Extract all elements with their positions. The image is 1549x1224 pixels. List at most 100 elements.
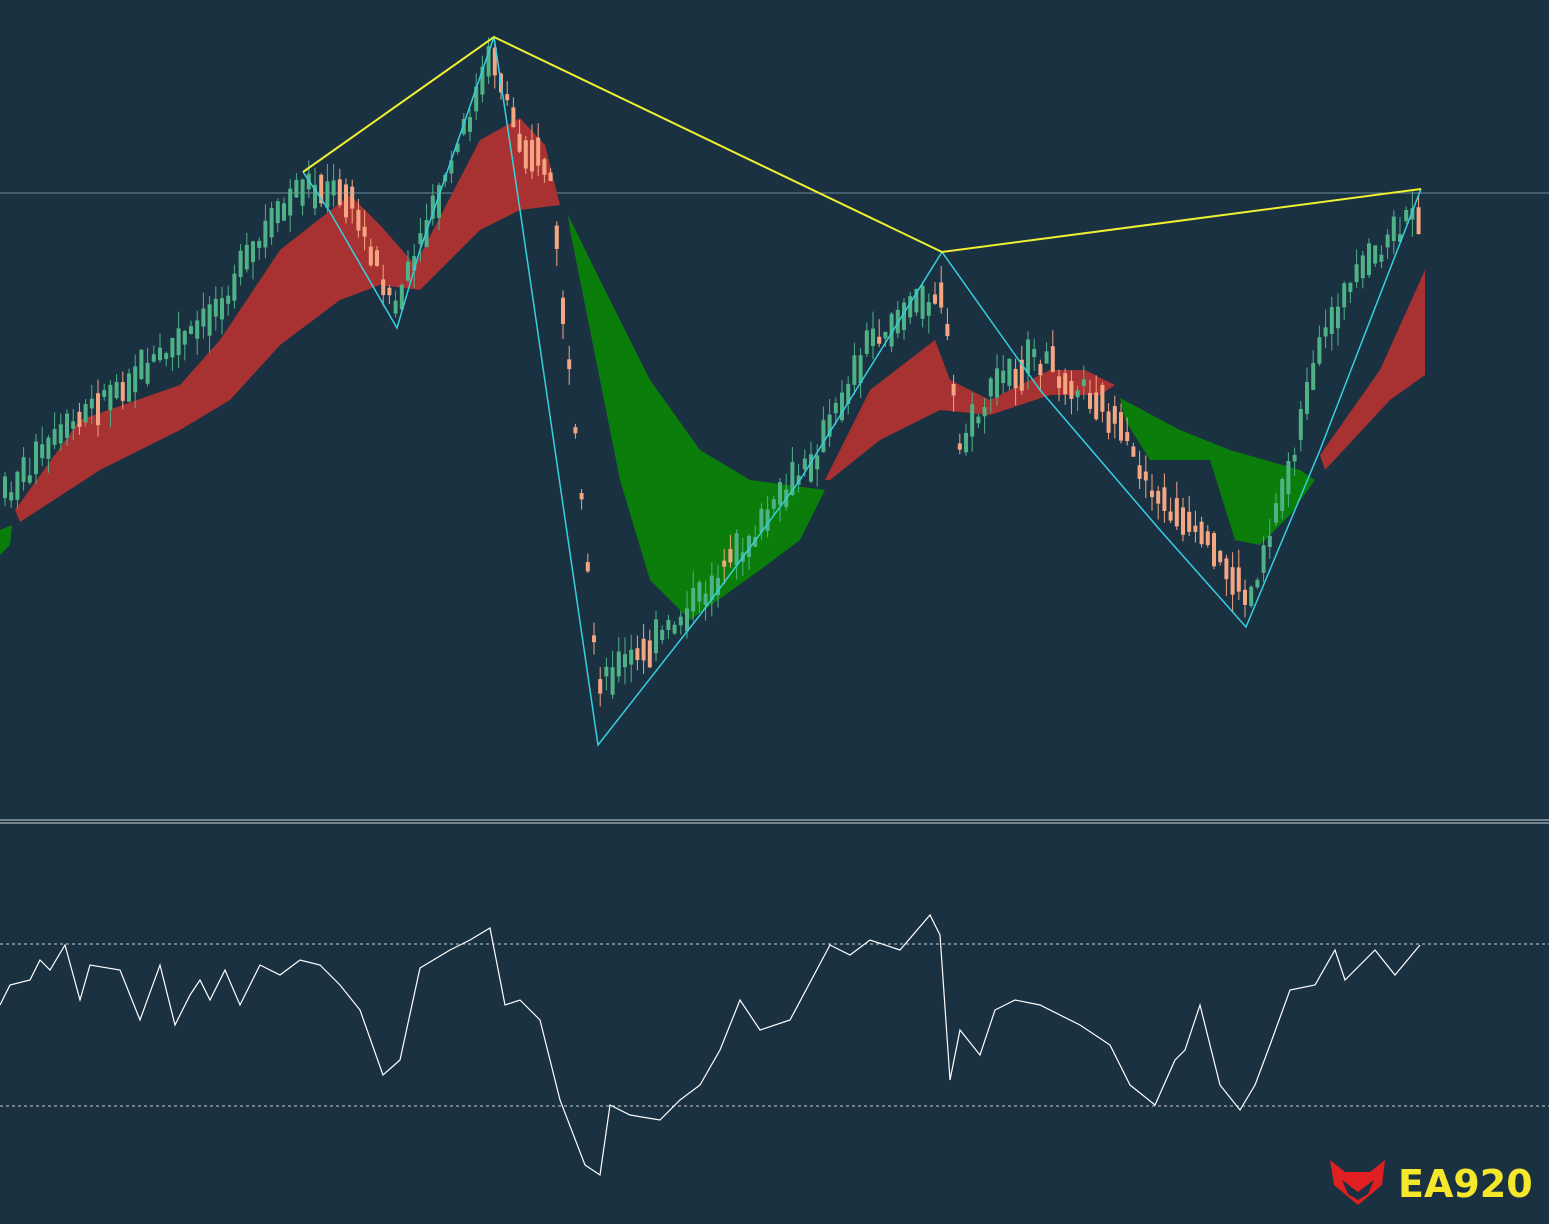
candle-body [1168, 511, 1173, 521]
candle-body [883, 331, 888, 339]
candle-body [96, 393, 100, 426]
candle-body [722, 560, 727, 567]
candle-body [486, 46, 491, 77]
candle-body [244, 244, 249, 270]
candle-body [685, 608, 689, 632]
candle-body [988, 378, 993, 397]
candle-body [1410, 208, 1415, 220]
candle-body [1106, 411, 1111, 433]
candle-body [368, 246, 373, 266]
candle-body [362, 226, 367, 237]
candle-body [3, 476, 7, 499]
logo-icon [1330, 1160, 1385, 1205]
candle-body [83, 403, 88, 423]
candle-body [1274, 503, 1278, 523]
candle-body [1280, 479, 1285, 512]
candle-body [46, 437, 51, 459]
candle-body [579, 493, 584, 500]
candle-body [21, 457, 26, 482]
candle-body [418, 233, 423, 244]
candle-body [1112, 406, 1117, 424]
candle-body [65, 413, 69, 438]
candle-body [672, 624, 677, 634]
candle-body [393, 300, 398, 314]
candle-body [1286, 460, 1291, 495]
candle-body [734, 533, 739, 566]
candle-body [319, 174, 324, 204]
candle-body [1267, 535, 1272, 547]
candle-body [251, 241, 255, 263]
candle-body [1125, 432, 1130, 442]
candle-body [350, 186, 355, 209]
candle-body [765, 509, 770, 531]
candle-body [9, 492, 14, 501]
candle-body [1398, 234, 1402, 242]
candle-body [127, 373, 131, 402]
candle-body [1069, 380, 1074, 399]
candle-body [976, 416, 981, 424]
candle-body [858, 355, 863, 384]
candle-body [1404, 209, 1409, 222]
candle-body [548, 172, 553, 182]
candle-body [71, 421, 76, 429]
candle-body [821, 420, 826, 453]
candle-body [1094, 392, 1099, 420]
candle-body [957, 443, 962, 450]
candle-body [1044, 351, 1049, 364]
candle-body [1317, 337, 1322, 364]
candle-body [753, 537, 758, 547]
candle-body [356, 209, 361, 231]
candle-body [604, 666, 609, 677]
candle-body [201, 308, 206, 327]
candle-body [703, 593, 708, 605]
candle-body [325, 181, 330, 208]
candle-body [523, 140, 528, 169]
candle-body [1212, 533, 1216, 567]
candle-body [337, 179, 342, 206]
candle-body [1416, 207, 1421, 235]
candle-body [902, 302, 906, 330]
candle-body [517, 133, 522, 152]
candle-body [635, 648, 640, 661]
candle-body [27, 475, 32, 483]
candles [3, 37, 1421, 707]
candle-body [1385, 234, 1390, 248]
candle-body [678, 616, 683, 626]
candle-body [89, 398, 94, 409]
candle-body [598, 679, 603, 694]
candle-body [1038, 363, 1043, 376]
candle-body [1367, 243, 1371, 276]
green-band [0, 525, 12, 555]
candle-body [970, 404, 975, 437]
candle-body [709, 575, 714, 600]
candle-body [1019, 359, 1024, 391]
logo-text: EA920 [1398, 1162, 1533, 1206]
candle-body [771, 499, 776, 509]
candle-body [1323, 327, 1328, 337]
candle-body [877, 336, 882, 344]
candle-body [449, 160, 454, 174]
candle-body [1379, 254, 1384, 262]
candle-body [1174, 498, 1179, 527]
candle-body [1013, 368, 1018, 389]
candle-body [1305, 382, 1309, 414]
candle-body [40, 444, 45, 459]
candle-body [15, 471, 20, 500]
candle-body [58, 424, 63, 444]
candle-body [1001, 370, 1006, 384]
candle-body [158, 347, 162, 361]
candle-body [1199, 521, 1204, 545]
logo-icon-detail [1342, 1180, 1374, 1200]
candle-body [827, 414, 832, 437]
candle-body [331, 180, 336, 196]
candle-body [170, 337, 175, 358]
candle-body [561, 297, 565, 324]
candle-body [567, 359, 572, 370]
candle-body [1026, 339, 1030, 374]
candle-body [852, 355, 857, 385]
candle-body [1007, 358, 1012, 386]
candle-body [474, 86, 479, 112]
candle-body [1354, 264, 1359, 283]
